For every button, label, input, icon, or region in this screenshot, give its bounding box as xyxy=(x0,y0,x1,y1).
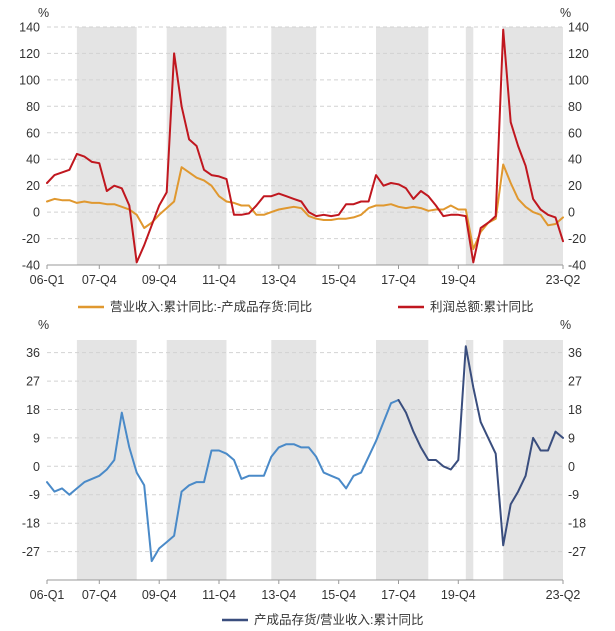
y-tick-label-right: 0 xyxy=(568,206,575,220)
top-ylabel-right: % xyxy=(560,6,571,20)
bottom-ylabel-right: % xyxy=(560,318,571,332)
x-tick-label: 07-Q4 xyxy=(82,588,117,602)
y-tick-label-left: -18 xyxy=(22,517,40,531)
recession-band xyxy=(271,27,317,265)
y-tick-label-right: 120 xyxy=(568,47,589,61)
y-tick-label-right: -18 xyxy=(568,517,586,531)
y-tick-label-right: 80 xyxy=(568,100,582,114)
recession-band xyxy=(376,27,429,265)
y-tick-label-right: 18 xyxy=(568,403,582,417)
series-line-inventory-ratio xyxy=(397,345,564,547)
y-tick-label-left: 0 xyxy=(33,206,40,220)
recession-band xyxy=(376,340,429,580)
legend-label-revenue: 营业收入:累计同比:-产成品存货:同比 xyxy=(110,299,312,314)
y-tick-label-left: 60 xyxy=(26,126,40,140)
top-legend: 营业收入:累计同比:-产成品存货:同比 利润总额:累计同比 xyxy=(78,299,533,314)
recession-band xyxy=(76,27,137,265)
x-tick-label: 15-Q4 xyxy=(321,273,356,287)
recession-band xyxy=(465,340,474,580)
y-tick-label-left: 27 xyxy=(26,375,40,389)
bottom-recession-shading xyxy=(76,340,563,580)
x-tick-label: 19-Q4 xyxy=(441,588,476,602)
top-series-lines xyxy=(46,28,564,264)
recession-band xyxy=(271,340,317,580)
y-tick-label-right: 0 xyxy=(568,460,575,474)
y-tick-label-left: -9 xyxy=(29,488,40,502)
recession-band xyxy=(465,27,474,265)
y-tick-label-left: 140 xyxy=(19,21,40,35)
x-tick-label: 23-Q2 xyxy=(546,273,581,287)
top-y-axis-left: -40 -20 0 20 40 60 80 100 120 140 xyxy=(19,21,40,273)
y-tick-label-left: 36 xyxy=(26,346,40,360)
x-tick-label: 23-Q2 xyxy=(546,588,581,602)
series-line-profit xyxy=(46,28,564,264)
y-tick-label-left: 0 xyxy=(33,460,40,474)
recession-band xyxy=(503,340,563,580)
recession-band xyxy=(166,340,227,580)
x-tick-label: 09-Q4 xyxy=(142,273,177,287)
x-tick-label: 11-Q4 xyxy=(202,273,236,287)
x-tick-label: 17-Q4 xyxy=(381,273,416,287)
y-tick-label-right: 9 xyxy=(568,431,575,445)
bottom-ylabel-left: % xyxy=(38,318,49,332)
y-tick-label-right: 60 xyxy=(568,126,582,140)
y-tick-label-left: -27 xyxy=(22,545,40,559)
x-tick-label: 15-Q4 xyxy=(321,588,356,602)
y-tick-label-left: -40 xyxy=(22,259,40,273)
y-tick-label-left: 120 xyxy=(19,47,40,61)
bottom-series-lines xyxy=(46,345,564,563)
x-tick-label: 13-Q4 xyxy=(261,273,296,287)
top-chart: -40 -20 0 20 40 60 80 100 120 140 -40 -20 0 20 40 60 80… xyxy=(19,6,589,287)
y-tick-label-right: 100 xyxy=(568,73,589,87)
y-tick-label-right: 140 xyxy=(568,21,589,35)
y-tick-label-left: 9 xyxy=(33,431,40,445)
bottom-y-axis-left: -27 -18 -9 0 9 18 27 36 xyxy=(22,346,40,559)
y-tick-label-right: 36 xyxy=(568,346,582,360)
bottom-legend: 产成品存货/营业收入:累计同比 xyxy=(222,612,423,627)
recession-band xyxy=(76,340,137,580)
y-tick-label-left: 100 xyxy=(19,73,40,87)
y-tick-label-right: 20 xyxy=(568,179,582,193)
top-ylabel-left: % xyxy=(38,6,49,20)
y-tick-label-right: 27 xyxy=(568,375,582,389)
x-tick-label: 07-Q4 xyxy=(82,273,117,287)
y-tick-label-left: -20 xyxy=(22,232,40,246)
y-tick-label-right: -27 xyxy=(568,545,586,559)
y-tick-label-left: 80 xyxy=(26,100,40,114)
bottom-y-axis-right: -27 -18 -9 0 9 18 27 36 xyxy=(568,346,586,559)
x-tick-label: 06-Q1 xyxy=(30,273,65,287)
x-tick-label: 11-Q4 xyxy=(202,588,236,602)
legend-label-profit: 利润总额:累计同比 xyxy=(430,300,533,314)
top-y-axis-right: -40 -20 0 20 40 60 80 100 120 140 xyxy=(568,21,589,273)
legend-label-inventory-ratio: 产成品存货/营业收入:累计同比 xyxy=(254,612,423,627)
y-tick-label-right: 40 xyxy=(568,153,582,167)
x-tick-label: 09-Q4 xyxy=(142,588,177,602)
bottom-x-tick-labels: 06-Q1 07-Q4 09-Q4 11-Q4 13-Q4 15-Q4 17-Q4 19-Q4… xyxy=(30,580,581,602)
y-tick-label-right: -40 xyxy=(568,259,586,273)
series-line-inventory-ratio xyxy=(46,399,400,563)
y-tick-label-right: -20 xyxy=(568,232,586,246)
y-tick-label-left: 40 xyxy=(26,153,40,167)
y-tick-label-left: 20 xyxy=(26,179,40,193)
recession-band xyxy=(503,27,563,265)
x-tick-label: 19-Q4 xyxy=(441,273,476,287)
y-tick-label-left: 18 xyxy=(26,403,40,417)
top-x-tick-labels: 06-Q1 07-Q4 09-Q4 11-Q4 13-Q4 15-Q4 17-Q4 19-Q4… xyxy=(30,265,581,287)
bottom-gridlines xyxy=(47,352,563,553)
x-tick-label: 06-Q1 xyxy=(30,588,65,602)
y-tick-label-right: -9 xyxy=(568,488,579,502)
x-tick-label: 13-Q4 xyxy=(261,588,296,602)
x-tick-label: 17-Q4 xyxy=(381,588,416,602)
